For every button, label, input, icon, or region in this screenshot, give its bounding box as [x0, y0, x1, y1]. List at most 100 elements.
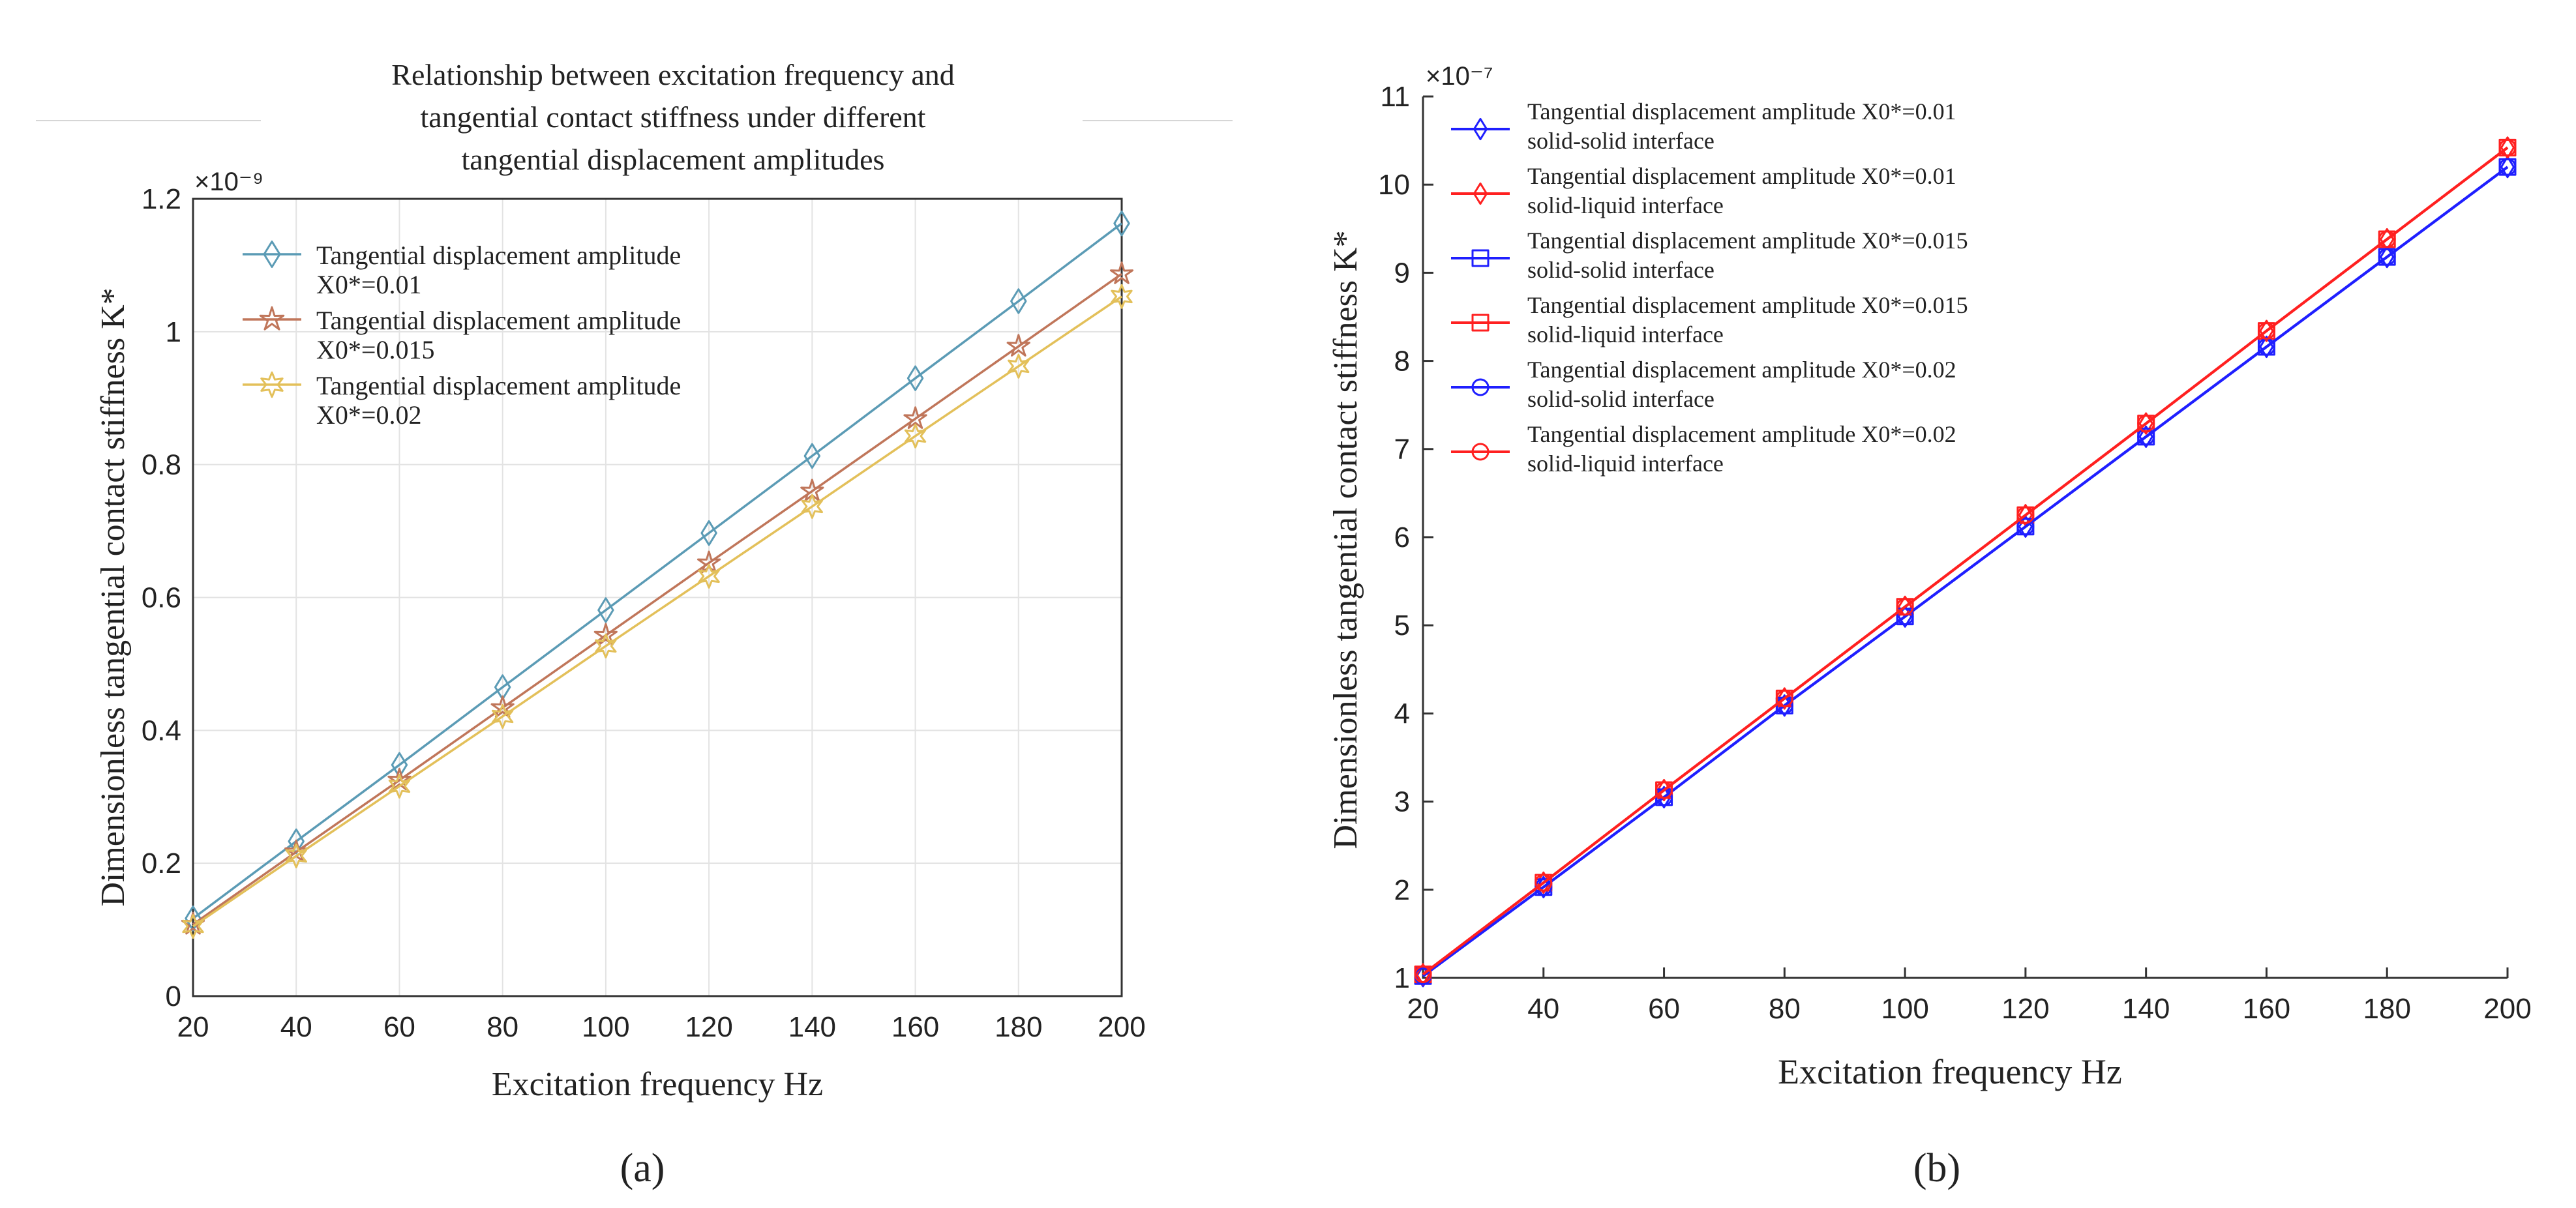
panel-a-data-point: [285, 844, 307, 868]
panel-a-data-point: [1109, 261, 1134, 284]
panel-b-legend-swatch-marker: [1473, 117, 1488, 141]
panel-a-data-point: [903, 406, 927, 429]
panel-a-title-line-2: tangential contact stiffness under diffe…: [421, 100, 926, 134]
panel-b-series-line: [1422, 166, 2509, 977]
panel-a-x-tick-label: 20: [177, 1011, 209, 1043]
panel-b-data-point: [2498, 138, 2517, 156]
panel-a-data-point: [1006, 334, 1030, 357]
panel-b-data-point: [1775, 689, 1793, 707]
panel-b-legend-label-sub: solid-solid interface: [1527, 386, 1715, 412]
panel-a-label: (a): [620, 1146, 665, 1190]
panel-a-data-point: [906, 365, 924, 391]
panel-b-y-tick-label: 7: [1394, 434, 1410, 465]
panel-b-legend-label: Tangential displacement amplitude X0*=0.…: [1527, 357, 1956, 383]
panel-b-legend-label-sub: solid-liquid interface: [1527, 450, 1724, 477]
panel-a-series-line: [192, 273, 1123, 926]
panel-a-x-tick-label: 120: [685, 1011, 732, 1043]
panel-a-data-point: [801, 494, 823, 519]
panel-b-x-tick-label: 120: [2001, 993, 2049, 1025]
panel-a-y-tick-label: 1: [166, 316, 181, 348]
panel-b-legend-label-sub: solid-solid interface: [1527, 257, 1715, 283]
panel-b-data-point: [1414, 965, 1432, 984]
panel-b-series-line: [1422, 146, 2509, 976]
panel-b-data-point: [2378, 230, 2396, 248]
panel-a-exponent-label: ×10⁻⁹: [194, 168, 263, 196]
panel-a-legend: Tangential displacement amplitude X0*=0.0…: [243, 241, 681, 430]
panel-b-x-tick-label: 100: [1881, 993, 1928, 1025]
panel-a-legend-label: Tangential displacement amplitude: [316, 241, 681, 270]
panel-a-y-tick-label: 0: [166, 980, 181, 1012]
panel-b-data-point: [1655, 781, 1673, 799]
panel-b-x-tick-label: 140: [2122, 993, 2170, 1025]
panel-b-data-point: [2016, 518, 2035, 536]
panel-b-y-tick-label: 8: [1394, 346, 1410, 377]
panel-b-x-tick-label: 80: [1769, 993, 1801, 1025]
panel-a-x-axis-label: Excitation frequency Hz: [492, 1066, 823, 1103]
panel-a-data-point: [1008, 353, 1030, 379]
panel-b-y-tick-label: 10: [1378, 169, 1410, 201]
panel-b-data-point: [1896, 598, 1914, 616]
panel-b-y-tick-label: 3: [1394, 786, 1410, 818]
panel-b-legend-item-4: Tangential displacement amplitude X0*=0.…: [1451, 292, 1968, 347]
panel-a-legend-swatch-marker: [263, 241, 281, 268]
panel-a-axes-box: [192, 198, 1123, 997]
panel-a-x-tick-label: 140: [788, 1011, 836, 1043]
panel-a-legend-swatch-marker: [259, 306, 285, 331]
panel-b-legend-label: Tangential displacement amplitude X0*=0.…: [1527, 163, 1956, 189]
panel-a-y-tick-label: 0.6: [142, 582, 181, 614]
panel-b-series-6: [1414, 138, 2517, 984]
panel-a-legend-item-1: Tangential displacement amplitudeX0*=0.0…: [243, 241, 681, 299]
panel-b-legend-swatch-marker: [1473, 182, 1488, 205]
panel-a-data-point: [182, 914, 204, 939]
panel-a-y-axis-label: Dimensionless tangential contact stiffne…: [95, 287, 132, 906]
panel-b-legend-item-2: Tangential displacement amplitude X0*=0.…: [1451, 163, 1956, 218]
panel-b-chart: 20 40 60 80 100 120 140 160 180 2001234567891011 …: [1327, 62, 2532, 1190]
panel-a-legend-item-3: Tangential displacement amplitudeX0*=0.0…: [243, 371, 681, 430]
panel-b-data-point: [2137, 415, 2155, 433]
panel-a-legend-label-sub: X0*=0.015: [316, 335, 434, 364]
panel-a-y-tick-label: 0.8: [142, 449, 181, 481]
panel-b-legend: Tangential displacement amplitude X0*=0.…: [1451, 98, 1968, 477]
panel-b-data-point: [2500, 136, 2515, 159]
panel-b-x-tick-label: 200: [2483, 993, 2531, 1025]
panel-b-y-axis-label: Dimensionless tangential contact stiffne…: [1327, 230, 1364, 849]
panel-b-legend-label: Tangential displacement amplitude X0*=0.…: [1527, 98, 1956, 125]
panel-a-data-point: [698, 563, 720, 589]
panel-b-x-tick-label: 60: [1648, 993, 1680, 1025]
panel-a-x-tick-label: 160: [891, 1011, 939, 1043]
panel-b-y-tick-label: 11: [1380, 81, 1410, 113]
panel-b-y-tick-label: 4: [1394, 698, 1410, 729]
panel-b-x-tick-label: 160: [2243, 993, 2290, 1025]
panel-a-data-point: [595, 633, 617, 658]
panel-a-y-tick-label: 1.2: [142, 183, 181, 215]
panel-a-series-line: [192, 222, 1123, 920]
panel-a-x-tick-label: 40: [280, 1011, 312, 1043]
panel-b-legend-swatch-marker: [1471, 443, 1490, 461]
panel-b-legend-label-sub: solid-liquid interface: [1527, 192, 1724, 218]
panel-a-x-tick-label: 200: [1098, 1011, 1145, 1043]
panel-b-data-point: [2016, 506, 2035, 524]
panel-a-series-line: [192, 295, 1122, 928]
panel-b-y-tick-label: 9: [1394, 257, 1410, 289]
panel-b-data-point: [2498, 158, 2517, 176]
panel-a-chart: Relationship between excitation frequenc…: [36, 58, 1233, 1190]
panel-b-x-tick-label: 40: [1527, 993, 1559, 1025]
panel-a-series: [181, 211, 1134, 939]
panel-a-data-point: [593, 623, 618, 646]
panel-b-data-point: [2378, 248, 2396, 266]
panel-a-ticks: 20 40 60 80 100 120 140 160 180 200 0 0.2 0.4 0.6 0.8 1…: [142, 183, 1146, 1043]
panel-a-y-tick-label: 0.2: [142, 847, 181, 879]
panel-b-plot-area: [1423, 96, 2508, 978]
panel-b-x-tick-label: 180: [2363, 993, 2411, 1025]
panel-b-legend-item-5: Tangential displacement amplitude X0*=0.…: [1451, 357, 1956, 412]
panel-b-legend-label: Tangential displacement amplitude X0*=0.…: [1527, 228, 1968, 254]
panel-a-data-point: [490, 695, 515, 718]
panel-a-data-point: [1111, 284, 1133, 309]
panel-a-data-point: [1010, 288, 1027, 314]
panel-a-legend-swatch-marker: [260, 371, 284, 398]
panel-b-legend-item-1: Tangential displacement amplitude X0*=0.…: [1451, 98, 1956, 154]
panel-a-data-point: [700, 520, 717, 546]
panel-a-series-2: [181, 261, 1134, 935]
panel-a-data-point: [492, 703, 514, 729]
